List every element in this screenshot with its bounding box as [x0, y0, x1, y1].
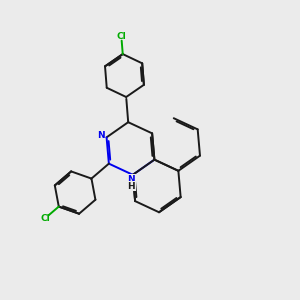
Text: N: N [98, 131, 105, 140]
Text: Cl: Cl [116, 32, 126, 40]
Text: N: N [128, 175, 135, 184]
Text: H: H [128, 182, 135, 191]
Text: Cl: Cl [40, 214, 50, 223]
